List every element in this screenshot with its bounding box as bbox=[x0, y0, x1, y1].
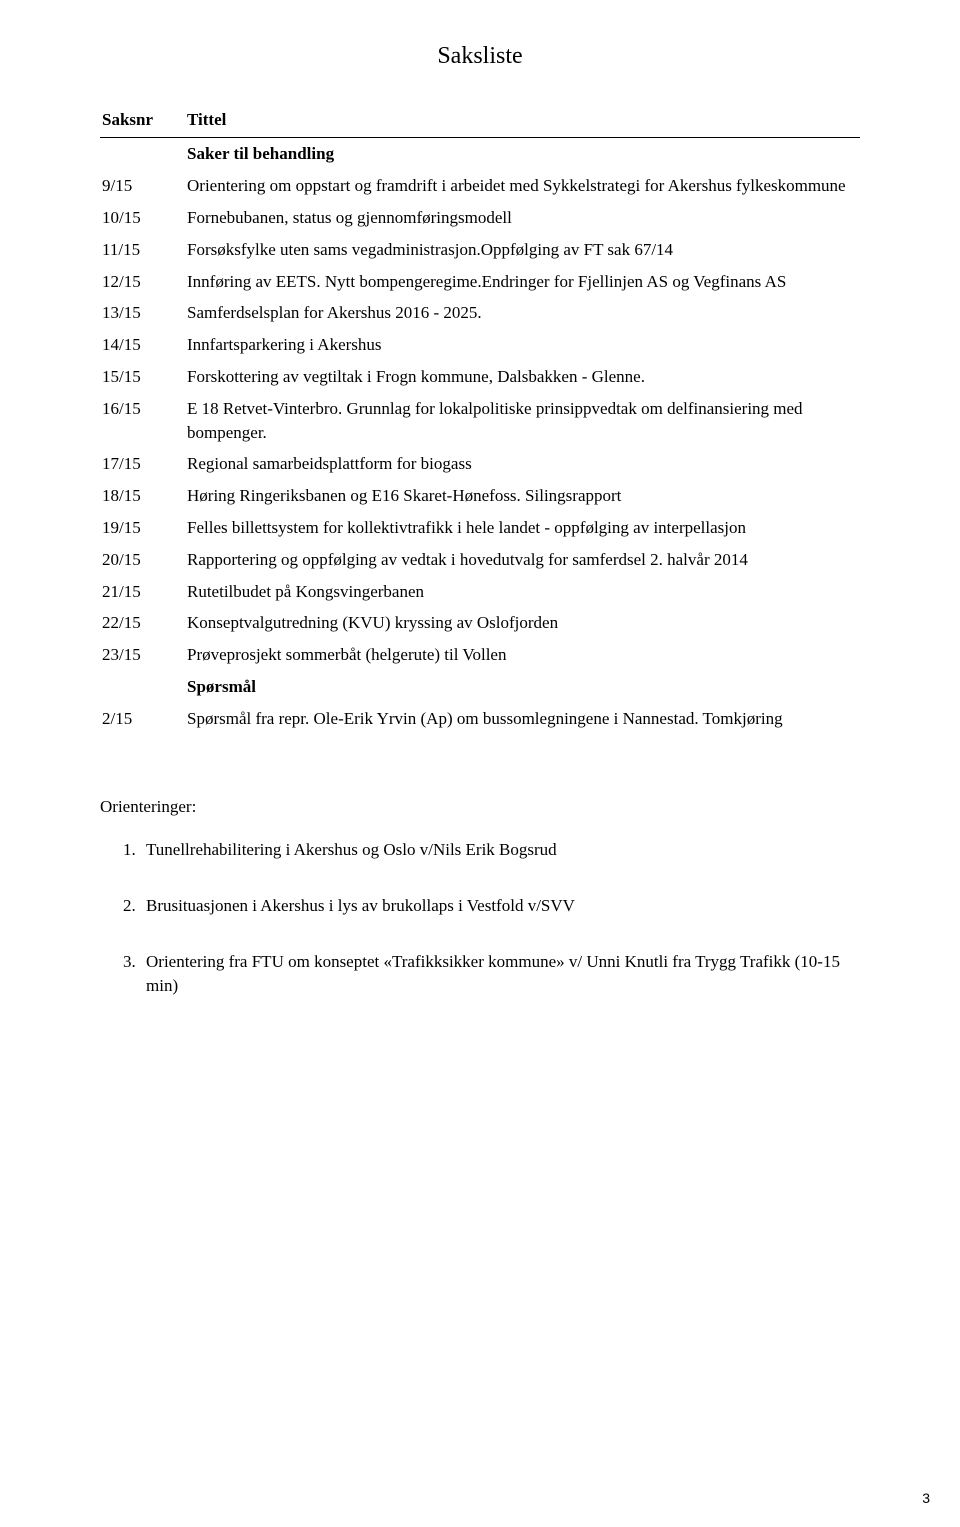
tittel-cell: Forskottering av vegtiltak i Frogn kommu… bbox=[185, 361, 860, 393]
table-row: 16/15 E 18 Retvet-Vinterbro. Grunnlag fo… bbox=[100, 393, 860, 449]
orienteringer-title: Orienteringer: bbox=[100, 795, 860, 819]
saksnr-cell: 18/15 bbox=[100, 480, 185, 512]
tittel-cell: E 18 Retvet-Vinterbro. Grunnlag for loka… bbox=[185, 393, 860, 449]
tittel-cell: Felles billettsystem for kollektivtrafik… bbox=[185, 512, 860, 544]
saksnr-cell: 15/15 bbox=[100, 361, 185, 393]
table-row: 23/15 Prøveprosjekt sommerbåt (helgerute… bbox=[100, 639, 860, 671]
tittel-cell: Spørsmål fra repr. Ole-Erik Yrvin (Ap) o… bbox=[185, 703, 860, 735]
saksnr-cell: 10/15 bbox=[100, 202, 185, 234]
table-row: 22/15 Konseptvalgutredning (KVU) kryssin… bbox=[100, 607, 860, 639]
tittel-cell: Innføring av EETS. Nytt bompengeregime.E… bbox=[185, 266, 860, 298]
table-row: 13/15 Samferdselsplan for Akershus 2016 … bbox=[100, 297, 860, 329]
col-header-tittel: Tittel bbox=[185, 104, 860, 138]
table-row: 2/15 Spørsmål fra repr. Ole-Erik Yrvin (… bbox=[100, 703, 860, 735]
section-saker: Saker til behandling bbox=[100, 138, 860, 170]
orienteringer-list: Tunellrehabilitering i Akershus og Oslo … bbox=[100, 838, 860, 997]
table-row: 11/15 Forsøksfylke uten sams vegadminist… bbox=[100, 234, 860, 266]
table-row: 19/15 Felles billettsystem for kollektiv… bbox=[100, 512, 860, 544]
saksnr-cell: 19/15 bbox=[100, 512, 185, 544]
orienteringer-section: Orienteringer: Tunellrehabilitering i Ak… bbox=[100, 795, 860, 998]
saksliste-table: Saksnr Tittel Saker til behandling 9/15 … bbox=[100, 104, 860, 735]
saksnr-cell: 23/15 bbox=[100, 639, 185, 671]
tittel-cell: Rapportering og oppfølging av vedtak i h… bbox=[185, 544, 860, 576]
list-item: Tunellrehabilitering i Akershus og Oslo … bbox=[140, 838, 860, 862]
tittel-cell: Regional samarbeidsplattform for biogass bbox=[185, 448, 860, 480]
section-sporsmal-label: Spørsmål bbox=[185, 671, 860, 703]
tittel-cell: Prøveprosjekt sommerbåt (helgerute) til … bbox=[185, 639, 860, 671]
tittel-cell: Konseptvalgutredning (KVU) kryssing av O… bbox=[185, 607, 860, 639]
list-item: Brusituasjonen i Akershus i lys av bruko… bbox=[140, 894, 860, 918]
table-row: 10/15 Fornebubanen, status og gjennomfør… bbox=[100, 202, 860, 234]
section-sporsmal: Spørsmål bbox=[100, 671, 860, 703]
saksnr-cell: 2/15 bbox=[100, 703, 185, 735]
tittel-cell: Innfartsparkering i Akershus bbox=[185, 329, 860, 361]
saksnr-cell: 21/15 bbox=[100, 576, 185, 608]
table-row: 21/15 Rutetilbudet på Kongsvingerbanen bbox=[100, 576, 860, 608]
tittel-cell: Fornebubanen, status og gjennomføringsmo… bbox=[185, 202, 860, 234]
saksnr-cell: 12/15 bbox=[100, 266, 185, 298]
table-row: 17/15 Regional samarbeidsplattform for b… bbox=[100, 448, 860, 480]
table-row: 15/15 Forskottering av vegtiltak i Frogn… bbox=[100, 361, 860, 393]
tittel-cell: Forsøksfylke uten sams vegadministrasjon… bbox=[185, 234, 860, 266]
section-saker-label: Saker til behandling bbox=[185, 138, 860, 170]
tittel-cell: Orientering om oppstart og framdrift i a… bbox=[185, 170, 860, 202]
saksnr-cell: 16/15 bbox=[100, 393, 185, 449]
table-header-row: Saksnr Tittel bbox=[100, 104, 860, 138]
saksnr-cell: 9/15 bbox=[100, 170, 185, 202]
saksnr-cell: 14/15 bbox=[100, 329, 185, 361]
page-number: 3 bbox=[922, 1489, 930, 1509]
tittel-cell: Høring Ringeriksbanen og E16 Skaret-Høne… bbox=[185, 480, 860, 512]
saksnr-cell: 11/15 bbox=[100, 234, 185, 266]
saksnr-cell: 22/15 bbox=[100, 607, 185, 639]
table-row: 12/15 Innføring av EETS. Nytt bompengere… bbox=[100, 266, 860, 298]
list-item: Orientering fra FTU om konseptet «Trafik… bbox=[140, 950, 860, 998]
saksliste-table-wrap: Saksnr Tittel Saker til behandling 9/15 … bbox=[100, 104, 860, 735]
saksnr-cell: 17/15 bbox=[100, 448, 185, 480]
table-row: 9/15 Orientering om oppstart og framdrif… bbox=[100, 170, 860, 202]
saksnr-cell: 13/15 bbox=[100, 297, 185, 329]
col-header-saksnr: Saksnr bbox=[100, 104, 185, 138]
table-row: 20/15 Rapportering og oppfølging av vedt… bbox=[100, 544, 860, 576]
page-title: Saksliste bbox=[100, 40, 860, 74]
table-row: 14/15 Innfartsparkering i Akershus bbox=[100, 329, 860, 361]
saksnr-cell: 20/15 bbox=[100, 544, 185, 576]
table-row: 18/15 Høring Ringeriksbanen og E16 Skare… bbox=[100, 480, 860, 512]
tittel-cell: Samferdselsplan for Akershus 2016 - 2025… bbox=[185, 297, 860, 329]
tittel-cell: Rutetilbudet på Kongsvingerbanen bbox=[185, 576, 860, 608]
